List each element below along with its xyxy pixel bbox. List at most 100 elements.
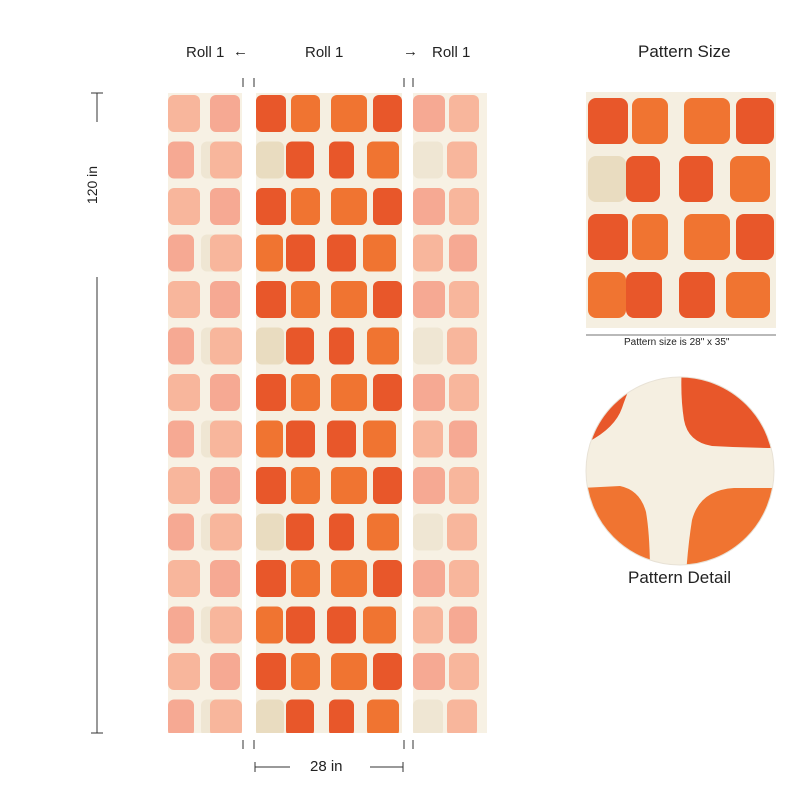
pattern-tile (286, 606, 315, 644)
width-dimension-line (254, 762, 404, 772)
pattern-tile (210, 420, 242, 458)
pattern-tile (373, 95, 402, 132)
pattern-tile (413, 467, 445, 504)
pattern-tile (210, 606, 242, 644)
pattern-tile (373, 374, 402, 411)
pattern-tile (679, 156, 713, 202)
pattern-tile (367, 141, 399, 179)
pattern-tile (373, 560, 402, 597)
pattern-tile (413, 95, 445, 132)
pattern-tile (168, 606, 194, 644)
pattern-tile (413, 420, 443, 458)
pattern-tile (210, 699, 242, 733)
pattern-tile (210, 513, 242, 551)
pattern-tile (256, 560, 286, 597)
pattern-tile (256, 653, 286, 690)
pattern-tile (210, 374, 240, 411)
pattern-tile (210, 281, 240, 318)
pattern-tile (256, 234, 283, 272)
pattern-tile (256, 420, 283, 458)
pattern-tile (367, 327, 399, 365)
pattern-tile (291, 560, 320, 597)
pattern-tile (449, 420, 477, 458)
pattern-tile (363, 420, 396, 458)
pattern-tile (168, 141, 194, 179)
roll-right-tiles (413, 95, 479, 733)
pattern-tile (331, 560, 367, 597)
pattern-detail-title: Pattern Detail (628, 568, 731, 587)
pattern-tile (736, 98, 774, 144)
pattern-tile (256, 699, 284, 733)
seam-markers (242, 78, 414, 749)
pattern-tile (210, 467, 240, 504)
pattern-tile (256, 188, 286, 225)
roll-left-tiles (168, 95, 242, 733)
pattern-tile (291, 281, 320, 318)
pattern-tile (210, 141, 242, 179)
pattern-tile (256, 374, 286, 411)
pattern-tile (168, 95, 200, 132)
pattern-tile (168, 653, 200, 690)
pattern-tile (447, 327, 477, 365)
pattern-tile (449, 653, 479, 690)
pattern-tile (286, 327, 314, 365)
pattern-tile (331, 467, 367, 504)
pattern-tile (286, 420, 315, 458)
pattern-tile (449, 606, 477, 644)
pattern-tile (373, 188, 402, 225)
pattern-tile (447, 513, 477, 551)
pattern-tile (449, 560, 479, 597)
roll-label-right: Roll 1 (432, 44, 471, 61)
pattern-tile (256, 513, 284, 551)
pattern-tile (256, 327, 284, 365)
pattern-tile (291, 188, 320, 225)
pattern-tile (210, 327, 242, 365)
pattern-tile (449, 234, 477, 272)
pattern-tile (413, 513, 443, 551)
pattern-size-tiles (588, 98, 774, 318)
width-dimension-label: 28 in (310, 758, 343, 775)
pattern-tile (413, 560, 445, 597)
pattern-tile (168, 374, 200, 411)
pattern-tile (168, 560, 200, 597)
pattern-tile (168, 420, 194, 458)
pattern-tile (329, 513, 354, 551)
arrow-right-icon: → (403, 43, 418, 60)
pattern-tile (291, 374, 320, 411)
pattern-tile (329, 141, 354, 179)
pattern-tile (168, 513, 194, 551)
pattern-tile (588, 214, 628, 260)
pattern-detail-circle (586, 377, 774, 565)
pattern-tile (413, 234, 443, 272)
pattern-tile (447, 699, 477, 733)
pattern-tile (168, 281, 200, 318)
pattern-tile (449, 467, 479, 504)
pattern-size-caption: Pattern size is 28" x 35" (624, 337, 730, 348)
pattern-tile (210, 234, 242, 272)
pattern-tile (168, 188, 200, 225)
pattern-tile (331, 95, 367, 132)
pattern-tile (291, 653, 320, 690)
pattern-tile (256, 141, 284, 179)
pattern-tile (626, 156, 660, 202)
pattern-tile (373, 653, 402, 690)
pattern-tile (286, 141, 314, 179)
pattern-tile (256, 95, 286, 132)
pattern-tile (413, 699, 443, 733)
pattern-tile (449, 281, 479, 318)
height-dimension-line (91, 92, 103, 734)
pattern-tile (730, 156, 770, 202)
pattern-tile (726, 272, 770, 318)
pattern-tile (291, 467, 320, 504)
pattern-tile (327, 234, 356, 272)
roll-center-tiles (256, 95, 402, 733)
pattern-tile (329, 327, 354, 365)
pattern-tile (286, 234, 315, 272)
arrow-left-icon: ← (233, 43, 248, 60)
pattern-tile (327, 420, 356, 458)
pattern-tile (413, 141, 443, 179)
pattern-tile (588, 156, 626, 202)
pattern-tile (736, 214, 774, 260)
pattern-tile (626, 272, 662, 318)
pattern-tile (210, 95, 240, 132)
